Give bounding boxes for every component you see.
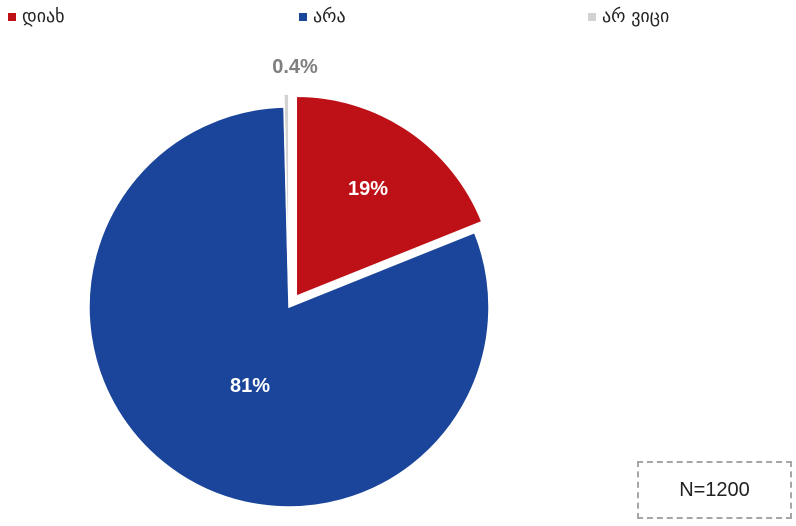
legend-item-dont-know: არ ვიცი xyxy=(588,6,669,27)
legend-item-yes: დიახ xyxy=(8,6,65,27)
pie-slices xyxy=(88,93,490,508)
legend-swatch-dont-know xyxy=(588,12,596,21)
sample-size-text: N=1200 xyxy=(679,478,750,501)
legend-swatch-yes xyxy=(8,12,16,21)
legend-label-no: არა xyxy=(313,6,346,27)
legend-label-dont-know: არ ვიცი xyxy=(602,6,670,27)
slice-label-yes: 19% xyxy=(348,178,388,200)
slice-yes xyxy=(295,95,483,298)
slice-label-dont-know: 0.4% xyxy=(272,56,318,78)
legend-label-yes: დიახ xyxy=(22,6,65,27)
slice-label-no: 81% xyxy=(230,375,270,397)
slice-no xyxy=(88,106,490,508)
legend-swatch-no xyxy=(299,12,307,21)
legend: დიახ არა არ ვიცი xyxy=(8,6,788,30)
sample-size-note: N=1200 xyxy=(637,461,792,519)
legend-item-no: არა xyxy=(299,6,346,27)
pie-labels: 19% 81% 0.4% xyxy=(230,56,388,397)
slice-dont-know xyxy=(283,93,290,295)
